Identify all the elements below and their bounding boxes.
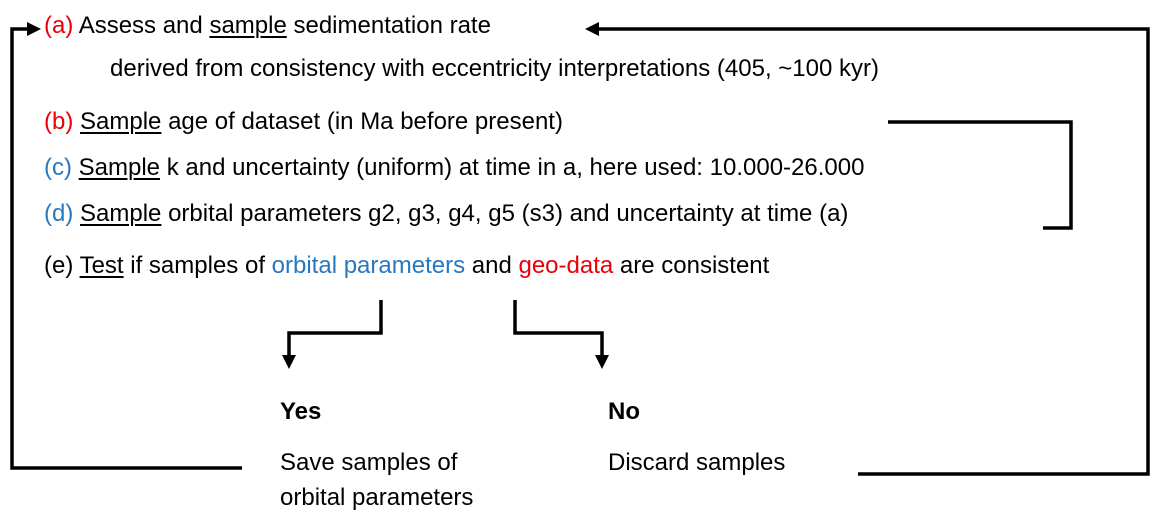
verb: Sample — [80, 108, 162, 135]
label: (d) — [44, 200, 74, 227]
text: are consistent — [619, 252, 770, 279]
verb: Test — [79, 252, 124, 279]
step-e: (e) Test if samples of orbital parameter… — [44, 252, 769, 280]
loop-yes — [10, 22, 242, 470]
arrow-no — [513, 300, 609, 369]
outcome-line: Save samples of — [280, 449, 458, 476]
step-b: (b) Sample age of dataset (in Ma before … — [44, 108, 563, 136]
outcome-title: No — [608, 398, 640, 425]
text: k and uncertainty (uniform) at time in a… — [166, 154, 865, 181]
text: orbital parameters g2, g3, g4, g5 (s3) a… — [168, 200, 849, 227]
outcome-title: Yes — [280, 398, 322, 425]
verb: sample — [209, 12, 287, 39]
bracket — [888, 120, 1073, 230]
step-a: (a) Assess and sample sedimentation rate — [44, 12, 491, 40]
verb: Sample — [78, 154, 161, 181]
arrow-yes — [282, 300, 383, 369]
label: (b) — [44, 108, 74, 135]
term: orbital parameters — [271, 252, 466, 279]
text: sedimentation rate — [293, 12, 491, 39]
text: Assess and — [78, 12, 203, 39]
outcome-line: orbital parameters — [280, 484, 474, 511]
label: (e) — [44, 252, 74, 279]
verb: Sample — [80, 200, 162, 227]
outcome-line: Discard samples — [608, 449, 786, 476]
step-d: (d) Sample orbital parameters g2, g3, g4… — [44, 200, 848, 228]
loop-no — [585, 22, 1150, 476]
text: and — [471, 252, 512, 279]
term: geo-data — [518, 252, 614, 279]
step-a-detail: derived from consistency with eccentrici… — [110, 55, 879, 82]
label: (a) — [44, 12, 74, 39]
text: if samples of — [130, 252, 265, 279]
step-c: (c) Sample k and uncertainty (uniform) a… — [44, 154, 864, 182]
label: (c) — [44, 154, 72, 181]
text: age of dataset (in Ma before present) — [168, 108, 563, 135]
